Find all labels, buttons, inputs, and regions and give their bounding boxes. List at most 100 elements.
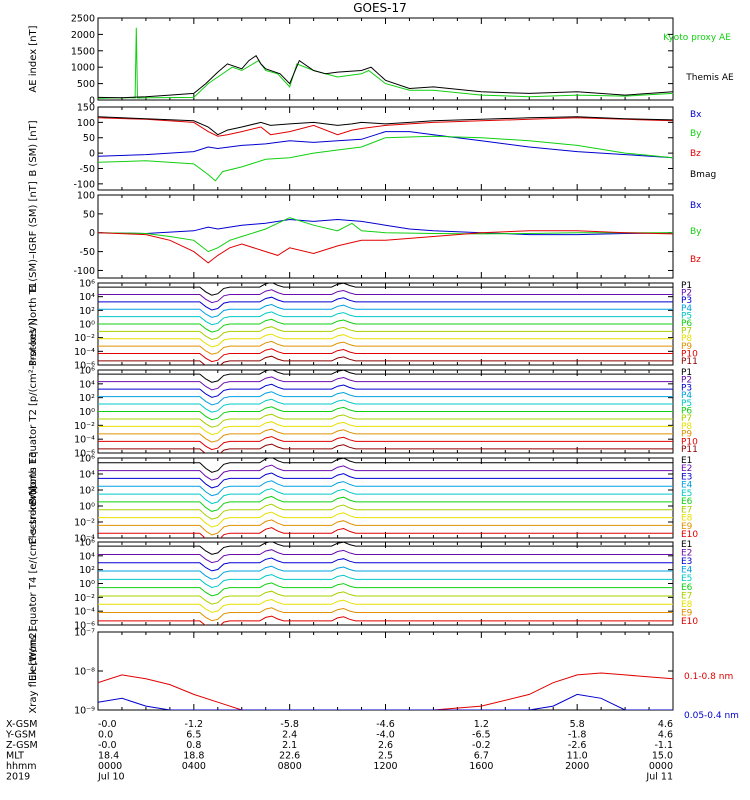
panel-p1: 10⁻⁶ 10⁻⁴ 10⁻² 10⁰ 10² 10⁴ 10⁶ Protons North T1… bbox=[28, 279, 698, 372]
legend-p2: P2 bbox=[681, 376, 692, 386]
legend-by: By bbox=[690, 227, 702, 237]
x-cell: -4.0 bbox=[376, 730, 395, 741]
y-tick-label: 2500 bbox=[71, 14, 95, 25]
x-cell: Jul 11 bbox=[645, 772, 673, 783]
y-tick-label: 10⁻⁴ bbox=[74, 534, 95, 545]
legend-e5: E5 bbox=[681, 574, 692, 584]
channel-e3-line bbox=[98, 472, 673, 489]
y-tick-label: 500 bbox=[77, 79, 95, 90]
y-tick-label: 150 bbox=[77, 103, 95, 114]
x-cell: 4.6 bbox=[658, 719, 673, 730]
series-bz-line bbox=[98, 230, 673, 264]
legend-p1: P1 bbox=[681, 281, 692, 291]
y-tick-label: 0 bbox=[89, 228, 95, 239]
x-cell: 4.6 bbox=[658, 730, 673, 741]
channel-e9-line bbox=[98, 519, 673, 536]
y-tick-label: 10⁻² bbox=[74, 518, 95, 529]
x-axis-table: X-GSMY-GSMZ-GSMMLThhmm2019-0.00.0-0.018.… bbox=[5, 719, 673, 783]
legend-bx: Bx bbox=[690, 110, 702, 120]
series-by-line bbox=[98, 217, 673, 253]
legend-p9: P9 bbox=[681, 342, 692, 352]
channel-p4-line bbox=[98, 391, 673, 406]
channel-p8-line bbox=[98, 333, 673, 348]
panel-frame bbox=[97, 194, 674, 279]
channel-p3-line bbox=[98, 296, 673, 311]
x-cell: -0.0 bbox=[98, 740, 117, 751]
channel-e4-line bbox=[98, 480, 673, 497]
x-row-label: X-GSM bbox=[6, 719, 37, 730]
series-kyoto-proxy-ae-line bbox=[98, 27, 673, 99]
x-cell: 5.8 bbox=[570, 719, 585, 730]
channel-e1-line bbox=[98, 542, 673, 555]
series-0-1-0-8-nm-line bbox=[98, 672, 673, 710]
x-cell: 0800 bbox=[278, 761, 302, 772]
x-cell: -6.5 bbox=[472, 730, 491, 741]
legend-e10: E10 bbox=[681, 530, 698, 540]
legend-p7: P7 bbox=[681, 414, 692, 424]
legend-e2: E2 bbox=[681, 549, 692, 559]
legend-p11: P11 bbox=[681, 445, 698, 455]
y-tick-label: -50 bbox=[79, 247, 95, 258]
y-tick-label: 10⁻⁴ bbox=[74, 435, 95, 446]
y-tick-label: 10⁻² bbox=[74, 593, 95, 604]
x-cell: -1.1 bbox=[654, 740, 673, 751]
x-cell: 0400 bbox=[182, 761, 206, 772]
channel-e6-line bbox=[98, 582, 673, 597]
series-0-05-0-4-nm-line bbox=[98, 693, 673, 710]
y-tick-label: 10² bbox=[79, 393, 95, 404]
legend-e8: E8 bbox=[681, 514, 693, 524]
x-cell: 1600 bbox=[469, 761, 493, 772]
y-tick-label: 10² bbox=[79, 306, 95, 317]
channel-p11-line bbox=[98, 443, 673, 453]
legend-e3: E3 bbox=[681, 557, 692, 567]
legend-p6: P6 bbox=[681, 407, 692, 417]
y-tick-label: 100 bbox=[77, 118, 95, 129]
legend-e10: E10 bbox=[681, 617, 698, 627]
channel-p9-line bbox=[98, 340, 673, 355]
x-cell: -0.2 bbox=[472, 740, 491, 751]
y-tick-label: 10⁻⁸ bbox=[74, 667, 95, 678]
channel-e2-line bbox=[98, 464, 673, 481]
x-cell: 2.4 bbox=[282, 730, 297, 741]
y-tick-label: 10² bbox=[79, 486, 95, 497]
legend-themis-ae: Themis AE bbox=[685, 73, 734, 83]
y-tick-label: 0 bbox=[89, 149, 95, 160]
channel-e6-line bbox=[98, 495, 673, 512]
y-tick-label: 0 bbox=[89, 96, 95, 107]
y-tick-label: 10⁻⁶ bbox=[74, 361, 95, 372]
x-cell: 1.2 bbox=[474, 719, 489, 730]
x-cell: 11.0 bbox=[567, 751, 588, 762]
legend-e9: E9 bbox=[681, 522, 693, 532]
y-tick-label: 1500 bbox=[71, 46, 95, 57]
x-cell: 18.4 bbox=[98, 751, 119, 762]
y-axis-label: AE index [nT] bbox=[28, 25, 39, 92]
y-axis-label: Electrons Equator T4 [e/(cm²-s-sr-keV)] bbox=[28, 486, 39, 681]
channel-p1-line bbox=[98, 283, 673, 296]
channel-p8-line bbox=[98, 421, 673, 436]
legend-p11: P11 bbox=[681, 357, 698, 367]
channel-e2-line bbox=[98, 549, 673, 564]
y-tick-label: 10⁶ bbox=[79, 279, 95, 290]
panel-p2: 10⁻⁶ 10⁻⁴ 10⁻² 10⁰ 10² 10⁴ 10⁶ Protons Equator … bbox=[28, 318, 698, 505]
legend-bmag: Bmag bbox=[690, 170, 716, 180]
y-tick-label: 1000 bbox=[71, 63, 95, 74]
y-tick-label: 10⁻² bbox=[74, 421, 95, 432]
legend-e7: E7 bbox=[681, 505, 692, 515]
y-axis-label: B (SM)–IGRF (SM) [nT] bbox=[28, 181, 39, 292]
x-cell: 2.1 bbox=[282, 740, 297, 751]
x-cell: -1.2 bbox=[185, 719, 204, 730]
legend-p1: P1 bbox=[681, 368, 692, 378]
legend-p4: P4 bbox=[681, 304, 692, 314]
x-cell: 2.5 bbox=[378, 751, 393, 762]
channel-e8-line bbox=[98, 511, 673, 528]
x-cell: 6.5 bbox=[186, 730, 201, 741]
figure-title: GOES-17 bbox=[353, 1, 407, 15]
y-tick-label: 2000 bbox=[71, 30, 95, 41]
series-bx-line bbox=[98, 218, 673, 236]
legend-p9: P9 bbox=[681, 430, 692, 440]
y-tick-label: 10² bbox=[79, 565, 95, 576]
channel-p7-line bbox=[98, 326, 673, 341]
legend-e4: E4 bbox=[681, 566, 693, 576]
y-tick-label: 10⁰ bbox=[79, 502, 95, 513]
